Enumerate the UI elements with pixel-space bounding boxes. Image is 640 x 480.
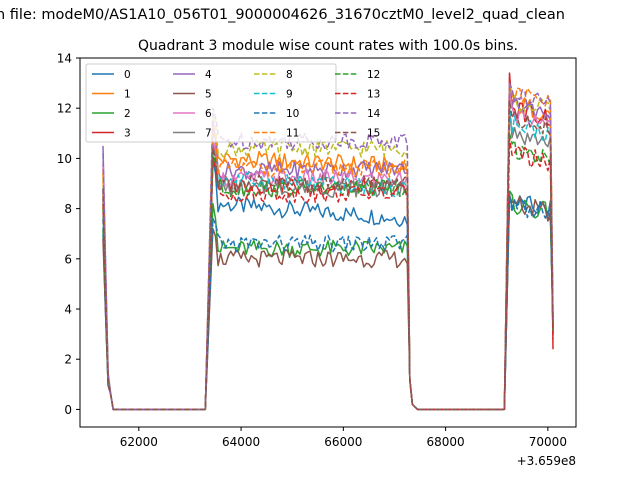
y-tick-label: 14 xyxy=(57,52,72,66)
y-tick-label: 2 xyxy=(64,353,72,367)
series-layer xyxy=(102,72,554,411)
legend-label-3: 3 xyxy=(124,128,131,140)
x-tick-label: 66000 xyxy=(324,435,362,449)
legend-label-5: 5 xyxy=(205,89,212,101)
legend-label-14: 14 xyxy=(367,108,381,120)
legend-label-10: 10 xyxy=(286,108,299,120)
x-offset-label: +3.659e8 xyxy=(517,454,576,468)
y-tick-label: 10 xyxy=(57,152,72,166)
legend-label-8: 8 xyxy=(286,69,293,81)
legend-label-0: 0 xyxy=(124,69,131,81)
legend-label-12: 12 xyxy=(367,69,380,81)
y-tick-label: 6 xyxy=(64,252,72,266)
series-line-12 xyxy=(102,132,554,411)
x-tick-label: 68000 xyxy=(427,435,465,449)
y-tick-label: 4 xyxy=(64,303,72,317)
legend-label-4: 4 xyxy=(205,69,212,81)
legend-label-6: 6 xyxy=(205,108,212,120)
legend-label-11: 11 xyxy=(286,128,299,140)
y-tick-label: 0 xyxy=(64,403,72,417)
legend-label-13: 13 xyxy=(367,89,380,101)
legend-label-15: 15 xyxy=(367,128,380,140)
x-tick-label: 70000 xyxy=(529,435,567,449)
legend-label-7: 7 xyxy=(205,128,212,140)
x-tick-label: 62000 xyxy=(120,435,158,449)
chart-title: Quadrant 3 module wise count rates with … xyxy=(138,38,518,54)
y-tick-label: 8 xyxy=(64,202,72,216)
figure-suptitle: n file: modeM0/AS1A10_056T01_9000004626_… xyxy=(0,7,565,23)
legend-frame xyxy=(85,63,337,143)
legend-label-2: 2 xyxy=(124,108,131,120)
legend-label-1: 1 xyxy=(124,89,131,101)
plot-frame xyxy=(79,57,577,428)
x-tick-label: 64000 xyxy=(222,435,260,449)
series-line-15 xyxy=(102,99,554,411)
legend-label-9: 9 xyxy=(286,89,293,101)
y-tick-label: 12 xyxy=(57,102,72,116)
